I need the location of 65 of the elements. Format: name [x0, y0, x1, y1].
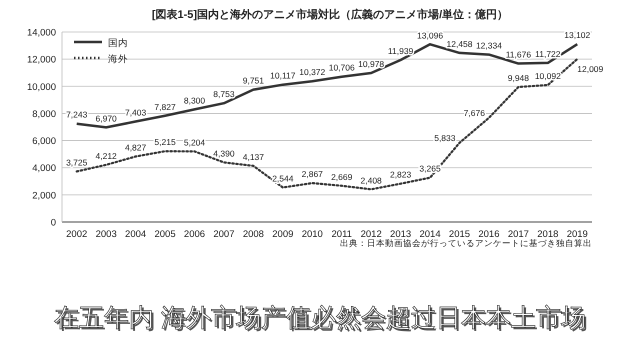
data-label: 5,833	[434, 132, 456, 143]
data-label: 13,096	[417, 30, 444, 40]
x-tick-label: 2017	[508, 229, 529, 240]
data-label: 2,408	[360, 175, 382, 186]
data-label: 8,300	[184, 95, 206, 106]
data-label: 7,676	[464, 108, 486, 118]
data-label: 13,102	[564, 30, 591, 40]
data-label: 9,948	[508, 72, 530, 83]
data-label: 12,458	[446, 38, 473, 49]
data-label: 2,823	[390, 170, 412, 180]
y-tick-label: 4,000	[32, 163, 56, 174]
data-label: 11,939	[388, 46, 414, 56]
y-tick-label: 12,000	[26, 54, 56, 66]
y-tick-label: 8,000	[32, 108, 56, 120]
y-tick-label: 6,000	[32, 136, 56, 148]
y-tick-label: 14,000	[26, 28, 56, 38]
data-label: 7,243	[66, 110, 88, 120]
data-label: 12,009	[577, 64, 604, 74]
x-tick-label: 2013	[390, 229, 412, 240]
data-label: 2,867	[302, 169, 324, 180]
data-label: 4,390	[213, 148, 235, 158]
data-label: 12,334	[476, 40, 502, 51]
legend-label: 国内	[108, 37, 128, 49]
data-label: 7,827	[154, 102, 176, 112]
data-label: 6,970	[96, 113, 118, 124]
x-tick-label: 2019	[566, 229, 588, 240]
data-label: 10,978	[358, 59, 384, 70]
x-tick-label: 2006	[184, 229, 206, 240]
data-label: 4,827	[124, 142, 147, 152]
x-tick-label: 2018	[537, 229, 558, 240]
data-label: 9,751	[242, 76, 264, 86]
x-tick-label: 2015	[448, 229, 470, 240]
x-tick-label: 2007	[213, 229, 235, 240]
data-label: 2,544	[272, 173, 294, 184]
data-label: 5,215	[154, 137, 176, 148]
x-tick-label: 2011	[332, 229, 352, 240]
x-tick-label: 2003	[96, 229, 117, 240]
chart-title: [図表1-5]国内と海外のアニメ市場対比（広義のアニメ市場/単位：億円）	[152, 8, 508, 21]
x-tick-label: 2002	[66, 229, 88, 240]
text: 在五年内 海外市场产值必然会超过日本本土市场	[54, 304, 586, 332]
data-label: 2,669	[331, 172, 353, 182]
x-tick-label: 2012	[360, 229, 382, 240]
y-tick-label: 2,000	[32, 190, 56, 202]
x-tick-label: 2008	[242, 229, 264, 240]
x-tick-label: 2004	[125, 229, 146, 240]
x-tick-label: 2016	[478, 229, 500, 240]
x-tick-label: 2010	[302, 229, 323, 240]
data-label: 11,722	[535, 48, 561, 59]
data-label: 7,403	[124, 108, 147, 118]
data-label: 4,137	[242, 152, 264, 162]
y-tick-label: 0	[50, 218, 56, 228]
data-label: 4,212	[96, 150, 118, 161]
data-label: 10,706	[328, 62, 355, 73]
data-label: 11,676	[506, 50, 532, 60]
y-tick-label: 10,000	[26, 82, 56, 93]
data-label: 10,117	[270, 70, 296, 81]
legend-label: 海外	[108, 53, 128, 65]
x-tick-label: 2005	[154, 229, 176, 240]
source-note: 出典：日本動画協会が行っているアンケートに基づき独自算出	[340, 238, 592, 248]
data-label: 5,204	[184, 137, 206, 148]
x-tick-label: 2014	[419, 229, 441, 240]
x-tick-label: 2009	[272, 229, 294, 240]
data-label: 10,372	[299, 67, 326, 78]
data-label: 3,725	[66, 157, 88, 168]
data-label: 8,753	[213, 89, 235, 100]
